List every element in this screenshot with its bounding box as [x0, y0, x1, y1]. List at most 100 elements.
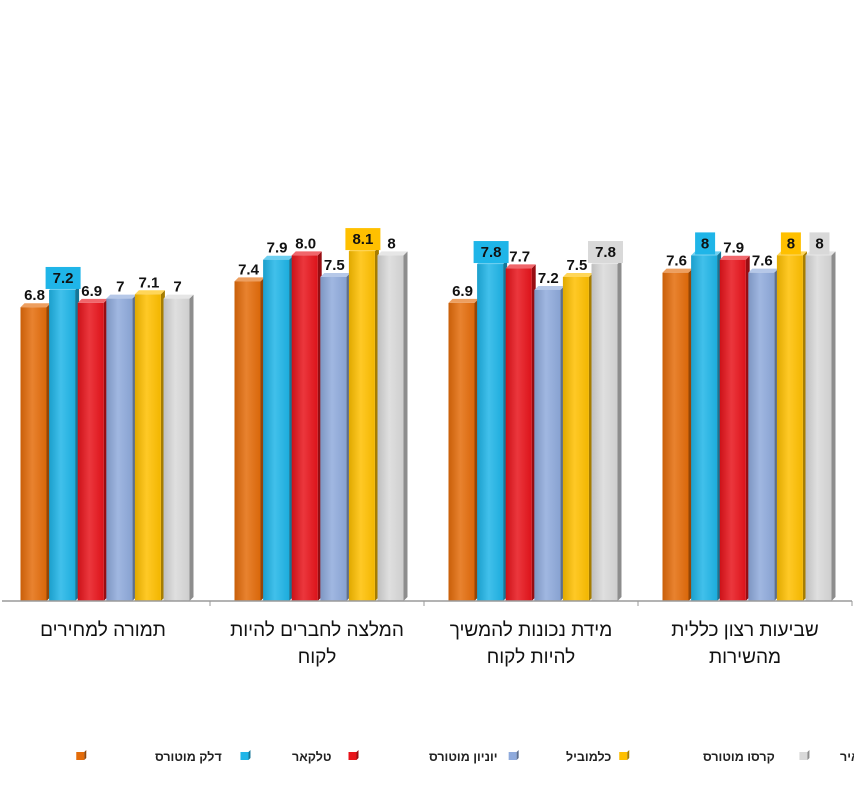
- data-label-box: [45, 266, 81, 289]
- legend-label: טלקאר: [292, 750, 332, 764]
- data-label: 7: [173, 279, 181, 296]
- bar-top: [748, 268, 779, 273]
- bar-top: [719, 255, 750, 260]
- bar-top: [163, 294, 194, 299]
- bar-top: [505, 264, 536, 269]
- data-label-text: 7.1: [138, 274, 159, 291]
- category-label: מידת נכונות להמשיך: [450, 620, 613, 641]
- data-label-box: [809, 232, 830, 255]
- data-label-text: 6.8: [24, 287, 45, 304]
- bar-front: [20, 307, 47, 601]
- data-label: 8: [695, 232, 716, 255]
- bar-front: [691, 255, 718, 601]
- bar-front: [377, 255, 404, 601]
- data-label: 8: [809, 232, 830, 255]
- data-label: 7.6: [752, 253, 773, 270]
- bar: [134, 290, 165, 601]
- data-label-text: 7.4: [238, 261, 260, 278]
- legend-item: קרסו מוטורס: [619, 750, 775, 764]
- data-label: 8: [780, 232, 801, 255]
- data-label-text: 7.6: [752, 253, 773, 270]
- bar-top: [234, 277, 265, 282]
- bar: [348, 247, 379, 601]
- legend-label: יוניון מוטורס: [429, 750, 498, 764]
- data-label: 7.8: [473, 241, 509, 264]
- legend-item: מאיר: [799, 750, 854, 764]
- legend-swatch-side: [356, 750, 359, 760]
- bar: [719, 255, 750, 601]
- category-label: להיות לקוח: [487, 647, 576, 668]
- bar-top: [20, 303, 51, 308]
- bars-layer: [20, 247, 836, 601]
- data-label: 7.8: [588, 241, 623, 264]
- category-label: תמורה למחירים: [40, 620, 166, 641]
- legend-item: טלקאר: [240, 750, 332, 764]
- bar: [591, 260, 622, 601]
- data-label-text: 8: [815, 235, 823, 252]
- bar: [691, 251, 722, 601]
- legend-swatch: [799, 752, 808, 760]
- legend-swatch: [240, 752, 249, 760]
- bar-top: [662, 268, 693, 273]
- bar-front: [320, 277, 347, 601]
- data-label-text: 7.5: [324, 257, 345, 274]
- legend-swatch: [348, 752, 357, 760]
- bar: [448, 298, 479, 601]
- bar-front: [106, 298, 133, 601]
- category-label: המלצה לחברים להיות: [230, 620, 404, 641]
- data-label-text: 7: [116, 279, 124, 296]
- data-label: 7.2: [538, 270, 559, 287]
- legend-swatch: [508, 752, 517, 760]
- legend-swatch-side: [248, 750, 251, 760]
- data-label: 8: [387, 235, 395, 252]
- bar: [377, 251, 408, 601]
- data-label: 7.6: [666, 253, 687, 270]
- bar: [562, 273, 593, 601]
- bar: [805, 251, 836, 601]
- legend-item: כלמוביל: [508, 750, 611, 764]
- bar: [505, 264, 536, 601]
- bar-side: [831, 251, 836, 601]
- data-label-text: 6.9: [81, 283, 102, 300]
- data-label-box: [588, 241, 623, 264]
- legend-label: דלק מוטורס: [155, 750, 222, 764]
- bar-front: [448, 302, 475, 601]
- bar-top: [534, 285, 565, 290]
- data-label: 7.1: [138, 274, 159, 291]
- data-label: 8.1: [345, 228, 381, 251]
- bar-front: [662, 272, 689, 601]
- bar-top: [263, 255, 294, 260]
- data-label-text: 7.6: [666, 253, 687, 270]
- data-label-text: 8: [787, 235, 795, 252]
- legend-swatch-side: [807, 750, 810, 760]
- legend-swatch-side: [627, 750, 630, 760]
- data-label-text: 6.9: [452, 283, 473, 300]
- data-label-box: [695, 232, 716, 255]
- bar: [748, 268, 779, 601]
- category-label: לקוח: [298, 647, 337, 668]
- data-label-text: 8.0: [295, 235, 316, 252]
- bar: [234, 277, 265, 601]
- bar-front: [477, 264, 504, 601]
- data-labels: 7.6 8 7.9 7.6 8 8 6.9 7.8 7.7 7.2 7.5 7.8 7.4 7.9 8.0 7…: [24, 228, 830, 304]
- legend-label: כלמוביל: [566, 750, 611, 764]
- legend-swatch: [619, 752, 628, 760]
- bar: [263, 255, 294, 601]
- bar-front: [163, 298, 190, 601]
- bar: [106, 294, 137, 601]
- data-label-text: 8.1: [352, 231, 373, 248]
- data-label: 7.9: [723, 240, 744, 257]
- bar: [320, 273, 351, 601]
- data-label: 6.8: [24, 287, 45, 304]
- data-label-text: 7.5: [566, 257, 587, 274]
- data-label-box: [473, 241, 509, 264]
- data-label-text: 7.9: [723, 240, 744, 257]
- bar: [77, 298, 108, 601]
- bar-side: [617, 260, 622, 601]
- bar-front: [263, 259, 290, 601]
- data-label-text: 8: [387, 235, 395, 252]
- legend-swatch-side: [516, 750, 519, 760]
- bar-top: [448, 298, 479, 303]
- bar: [776, 251, 807, 601]
